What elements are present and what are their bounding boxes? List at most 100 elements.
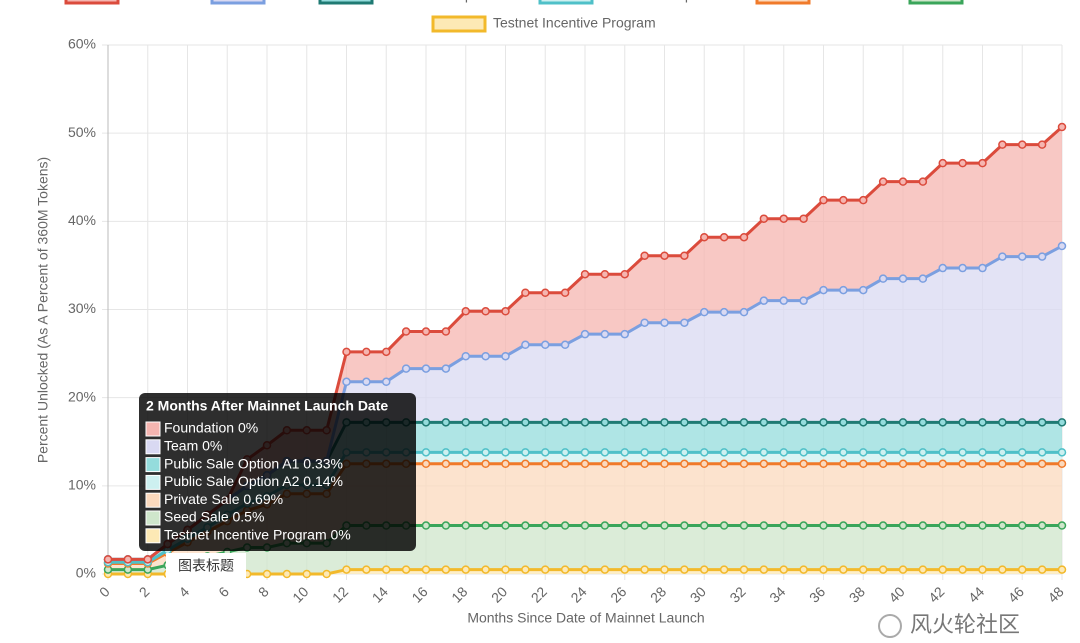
point <box>541 418 550 427</box>
point <box>839 418 848 427</box>
point <box>918 274 928 283</box>
point <box>958 158 967 168</box>
point <box>461 459 470 469</box>
point <box>878 418 888 427</box>
point <box>461 418 470 427</box>
x-tick-label: 28 <box>647 583 669 605</box>
point <box>441 327 451 336</box>
point <box>421 565 431 574</box>
x-tick-label: 22 <box>528 583 550 605</box>
point <box>501 448 510 457</box>
point <box>580 329 590 339</box>
x-tick-label: 44 <box>965 583 987 605</box>
point <box>719 521 729 530</box>
point <box>1057 418 1067 427</box>
y-axis-title: Percent Unlocked (As A Percent of 360M T… <box>35 157 51 463</box>
point <box>918 565 928 574</box>
point <box>978 263 987 273</box>
point <box>759 565 769 574</box>
x-tick-label: 26 <box>607 583 629 605</box>
point <box>700 307 709 317</box>
point <box>878 521 888 530</box>
x-tick-label: 8 <box>255 583 272 600</box>
point <box>600 418 610 427</box>
point <box>401 565 411 574</box>
tooltip-swatch <box>145 528 161 544</box>
point <box>640 459 649 469</box>
point <box>560 565 570 574</box>
point <box>560 340 570 350</box>
x-tick-label: 24 <box>567 583 589 605</box>
x-tick-label: 2 <box>136 583 153 600</box>
y-tick-label: 60% <box>68 36 96 52</box>
point <box>739 521 749 530</box>
point <box>421 364 431 373</box>
legend-label: Private Sale <box>817 0 893 3</box>
point <box>123 555 133 564</box>
point <box>779 565 788 574</box>
point <box>859 418 868 427</box>
point <box>600 329 610 339</box>
x-tick-label: 34 <box>766 583 788 605</box>
point <box>839 195 848 205</box>
point <box>998 459 1007 469</box>
point <box>958 459 967 469</box>
point <box>282 569 292 579</box>
point <box>938 448 947 457</box>
x-tick-label: 10 <box>289 583 311 605</box>
point <box>580 418 590 427</box>
point <box>998 418 1007 427</box>
point <box>521 340 530 350</box>
point <box>978 521 987 530</box>
x-tick-label: 6 <box>215 583 232 600</box>
point <box>441 565 451 574</box>
point <box>660 448 669 457</box>
point <box>859 285 868 295</box>
point <box>859 448 868 457</box>
point <box>421 327 431 336</box>
point <box>958 521 967 530</box>
point <box>600 565 610 574</box>
point <box>739 565 749 574</box>
tooltip-swatch <box>145 492 161 508</box>
overlay-label: 图表标题 <box>178 558 234 574</box>
point <box>938 521 947 530</box>
point <box>779 521 788 530</box>
point <box>103 555 113 564</box>
point <box>521 288 530 297</box>
point <box>481 307 490 316</box>
point <box>600 459 610 469</box>
point <box>700 521 709 530</box>
tooltip-item: Testnet Incentive Program 0% <box>164 527 351 543</box>
point <box>560 521 570 530</box>
point <box>461 521 470 530</box>
tooltip-swatch <box>145 439 161 455</box>
point <box>859 521 868 530</box>
tooltip-item: Seed Sale 0.5% <box>164 509 264 525</box>
point <box>680 521 689 530</box>
point <box>759 418 769 427</box>
point <box>819 459 828 469</box>
point <box>938 565 947 574</box>
point <box>1018 565 1027 574</box>
point <box>640 251 649 260</box>
tooltip-item: Team 0% <box>164 438 222 454</box>
point <box>620 418 629 427</box>
point <box>918 177 928 186</box>
point <box>938 459 947 469</box>
point <box>719 232 729 242</box>
y-tick-label: 40% <box>68 212 96 228</box>
point <box>998 521 1007 530</box>
overlay-box <box>166 553 246 580</box>
point <box>878 177 888 186</box>
point <box>680 418 689 427</box>
point <box>382 347 391 357</box>
point <box>1037 448 1047 457</box>
legend-label: Foundation <box>126 0 196 3</box>
point <box>382 377 391 387</box>
point <box>461 351 470 361</box>
point <box>998 448 1007 457</box>
point <box>998 252 1007 261</box>
point <box>640 565 649 574</box>
point <box>978 459 987 469</box>
